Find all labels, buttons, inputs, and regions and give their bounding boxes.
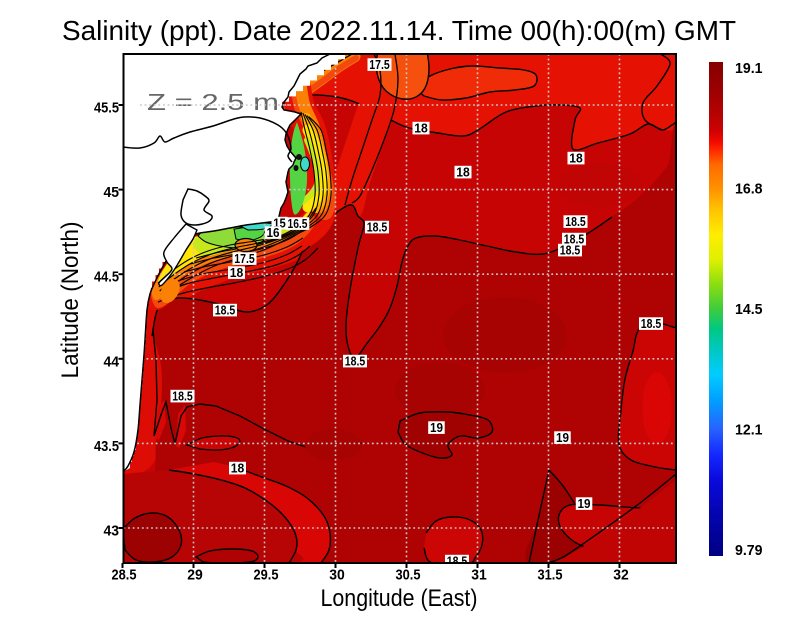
svg-text:18.5: 18.5 (172, 389, 193, 403)
svg-text:9.79: 9.79 (735, 542, 763, 559)
svg-text:18.5: 18.5 (565, 215, 586, 229)
svg-text:19.1: 19.1 (735, 60, 763, 77)
svg-text:18.5: 18.5 (367, 220, 388, 234)
svg-text:18: 18 (456, 165, 470, 179)
svg-text:18: 18 (414, 121, 428, 135)
svg-text:Z = 2.5 m: Z = 2.5 m (147, 89, 279, 115)
svg-text:16: 16 (267, 226, 280, 240)
svg-text:16.8: 16.8 (735, 181, 763, 198)
svg-text:Longitude (East): Longitude (East) (321, 585, 478, 612)
svg-text:29: 29 (187, 567, 203, 584)
svg-text:18: 18 (230, 266, 244, 280)
svg-text:31: 31 (471, 567, 487, 584)
svg-text:18: 18 (231, 461, 245, 475)
svg-text:17.5: 17.5 (234, 252, 255, 266)
svg-text:Salinity (ppt). Date 2022.11.1: Salinity (ppt). Date 2022.11.14. Time 00… (62, 15, 736, 46)
svg-text:19: 19 (430, 421, 443, 435)
svg-text:19: 19 (556, 431, 569, 445)
svg-text:18.5: 18.5 (560, 243, 581, 257)
svg-text:18.5: 18.5 (564, 232, 585, 246)
svg-text:14.5: 14.5 (735, 301, 763, 318)
svg-text:18.5: 18.5 (447, 554, 468, 568)
svg-text:29.5: 29.5 (254, 567, 279, 584)
svg-text:28.5: 28.5 (112, 567, 137, 584)
svg-text:45.5: 45.5 (94, 100, 119, 117)
svg-text:32: 32 (613, 567, 629, 584)
svg-text:18: 18 (569, 151, 583, 165)
svg-text:Latitude (North): Latitude (North) (57, 222, 84, 379)
svg-text:43: 43 (104, 523, 120, 540)
svg-text:44: 44 (104, 353, 120, 370)
svg-text:17.5: 17.5 (369, 58, 390, 72)
svg-text:18.5: 18.5 (345, 354, 366, 368)
svg-text:44.5: 44.5 (94, 269, 119, 286)
svg-text:18.5: 18.5 (641, 317, 662, 331)
svg-text:18.5: 18.5 (215, 303, 236, 317)
svg-text:16.5: 16.5 (288, 217, 308, 231)
svg-text:30.5: 30.5 (396, 567, 421, 584)
svg-text:43.5: 43.5 (94, 438, 119, 455)
svg-text:12.1: 12.1 (735, 422, 763, 439)
svg-text:19: 19 (578, 497, 591, 511)
svg-text:30: 30 (329, 567, 345, 584)
svg-text:45: 45 (104, 184, 120, 201)
svg-text:31.5: 31.5 (538, 567, 563, 584)
